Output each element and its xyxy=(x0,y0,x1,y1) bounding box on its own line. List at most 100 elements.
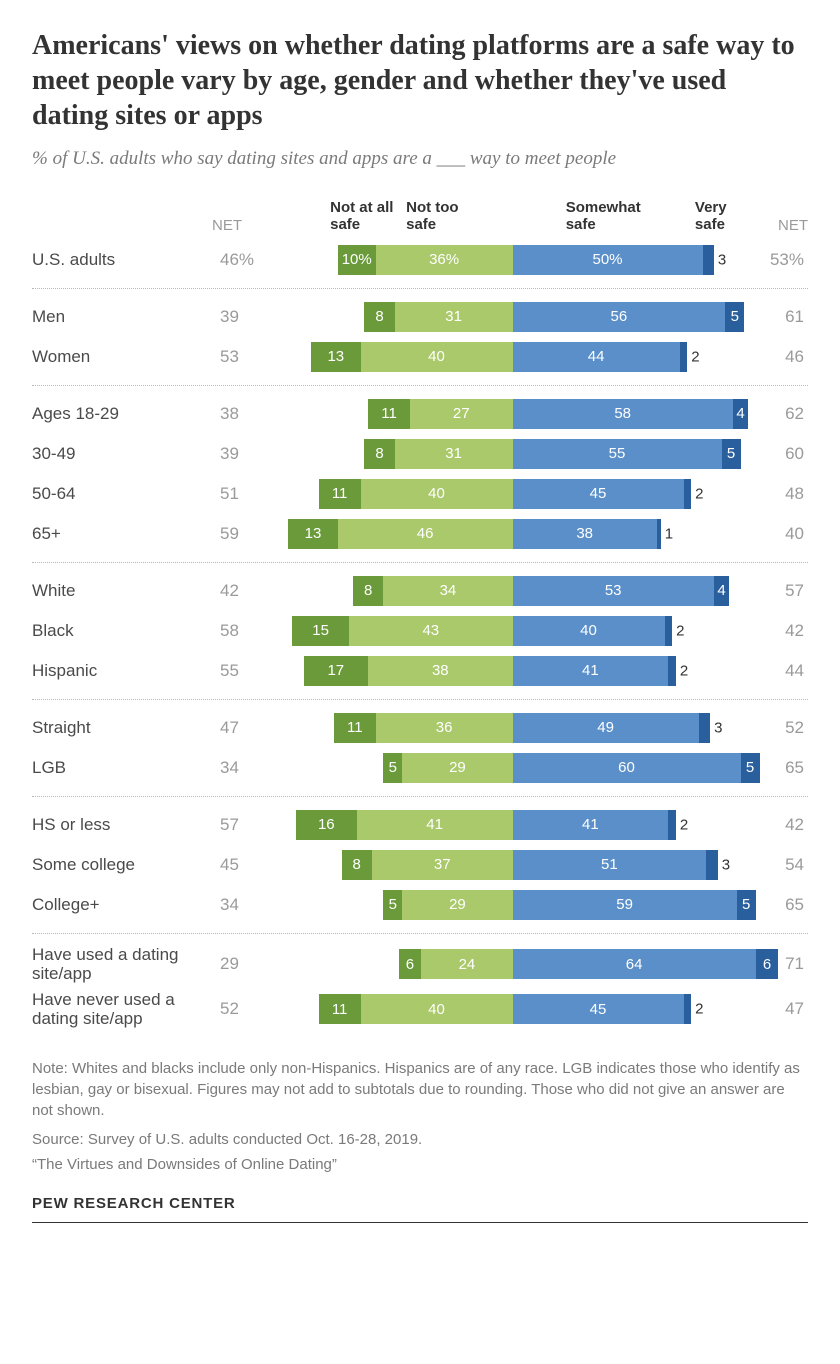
row-label: Hispanic xyxy=(32,661,212,681)
chart-row: White4234853457 xyxy=(32,571,808,611)
bottom-rule xyxy=(32,1222,808,1223)
row-bar-area: 4116412 xyxy=(272,810,753,840)
chart-row: HS or less57411641242 xyxy=(32,805,808,845)
bar-segment: 3 xyxy=(703,245,714,275)
row-net-right: 62 xyxy=(753,404,808,424)
row-net-left: 57 xyxy=(212,815,272,835)
row-label: Women xyxy=(32,347,212,367)
source-text: Source: Survey of U.S. adults conducted … xyxy=(32,1129,808,1150)
row-net-left: 39 xyxy=(212,444,272,464)
row-net-right: 52 xyxy=(753,718,808,738)
row-bar-area: 295605 xyxy=(272,753,753,783)
group-separator xyxy=(32,796,808,797)
bar-segment: 8 xyxy=(353,576,383,606)
bar-segment: 44 xyxy=(513,342,680,372)
column-headers: NET Not at all safeNot too safeSomewhat … xyxy=(32,194,808,234)
bar-segment: 27 xyxy=(410,399,513,429)
bar-segment: 60 xyxy=(513,753,741,783)
bar-segment: 40 xyxy=(513,616,665,646)
bar-segment: 41 xyxy=(357,810,513,840)
bar-segment: 5 xyxy=(741,753,760,783)
bar-segment-label: 2 xyxy=(695,485,703,502)
row-net-right: 47 xyxy=(753,999,808,1019)
row-net-left: 38 xyxy=(212,404,272,424)
bar-segment: 11 xyxy=(319,994,361,1024)
bar-segment: 34 xyxy=(383,576,512,606)
bar-segment: 2 xyxy=(665,616,673,646)
bar-segment: 16 xyxy=(296,810,357,840)
bar-segment: 36% xyxy=(376,245,513,275)
group-separator xyxy=(32,385,808,386)
row-net-right: 42 xyxy=(753,621,808,641)
column-header: Not too safe xyxy=(406,199,490,234)
bar-segment-label: 2 xyxy=(691,348,699,365)
row-bar-area: 36%10%50%3 xyxy=(272,245,753,275)
bar-segment: 56 xyxy=(513,302,726,332)
row-net-left: 52 xyxy=(212,999,272,1019)
bar-segment: 24 xyxy=(421,949,512,979)
bar-segment: 43 xyxy=(349,616,512,646)
row-net-right: 61 xyxy=(753,307,808,327)
chart-row: Men3931856561 xyxy=(32,297,808,337)
row-net-right: 60 xyxy=(753,444,808,464)
bar-segment: 11 xyxy=(334,713,376,743)
bar-segment: 45 xyxy=(513,479,684,509)
bar-segment: 41 xyxy=(513,656,669,686)
row-label: LGB xyxy=(32,758,212,778)
bar-segment: 55 xyxy=(513,439,722,469)
bar-segment: 13 xyxy=(288,519,337,549)
reference-text: “The Virtues and Downsides of Online Dat… xyxy=(32,1154,808,1175)
bar-segment: 10% xyxy=(338,245,376,275)
bar-segment: 4 xyxy=(714,576,729,606)
bar-segment: 11 xyxy=(319,479,361,509)
bar-segment: 2 xyxy=(668,656,676,686)
bar-segment: 17 xyxy=(304,656,369,686)
row-bar-area: 4013442 xyxy=(272,342,753,372)
bar-segment: 8 xyxy=(364,439,394,469)
chart-title: Americans' views on whether dating platf… xyxy=(32,28,808,133)
bar-segment: 6 xyxy=(756,949,779,979)
chart-row: Ages 18-2938271158462 xyxy=(32,394,808,434)
bar-segment: 2 xyxy=(680,342,688,372)
bar-segment: 38 xyxy=(368,656,512,686)
bar-segment: 8 xyxy=(364,302,394,332)
chart-row: 50-6451401145248 xyxy=(32,474,808,514)
row-net-left: 55 xyxy=(212,661,272,681)
bar-segment: 5 xyxy=(725,302,744,332)
column-header: Very safe xyxy=(695,199,748,234)
chart-footer: Note: Whites and blacks include only non… xyxy=(32,1058,808,1175)
brand-attribution: PEW RESEARCH CENTER xyxy=(32,1195,808,1212)
row-label: College+ xyxy=(32,895,212,915)
bar-segment: 6 xyxy=(399,949,422,979)
bar-segment: 31 xyxy=(395,302,513,332)
column-header: Not at all safe xyxy=(330,199,398,234)
row-net-left: 45 xyxy=(212,855,272,875)
bar-segment: 64 xyxy=(513,949,756,979)
bar-segment: 41 xyxy=(513,810,669,840)
bar-segment-label: 1 xyxy=(665,525,673,542)
row-net-right: 65 xyxy=(753,895,808,915)
row-net-left: 53 xyxy=(212,347,272,367)
row-net-right: 46 xyxy=(753,347,808,367)
chart-row: College+3429559565 xyxy=(32,885,808,925)
row-net-right: 57 xyxy=(753,581,808,601)
row-net-left: 58 xyxy=(212,621,272,641)
chart-row: Black58431540242 xyxy=(32,611,808,651)
bar-segment: 2 xyxy=(684,994,692,1024)
bar-segment: 3 xyxy=(699,713,710,743)
bar-segment: 49 xyxy=(513,713,699,743)
row-net-left: 34 xyxy=(212,758,272,778)
row-label: Straight xyxy=(32,718,212,738)
row-bar-area: 4011452 xyxy=(272,479,753,509)
row-net-left: 34 xyxy=(212,895,272,915)
bar-segment: 5 xyxy=(383,753,402,783)
row-bar-area: 246646 xyxy=(272,949,753,979)
bar-segment: 51 xyxy=(513,850,707,880)
bar-segment: 13 xyxy=(311,342,360,372)
bar-segment-label: 2 xyxy=(680,816,688,833)
group-separator xyxy=(32,288,808,289)
bar-segment-label: 2 xyxy=(680,662,688,679)
bar-segment: 4 xyxy=(733,399,748,429)
diverging-bar-chart: NET Not at all safeNot too safeSomewhat … xyxy=(32,194,808,1032)
row-net-right: 42 xyxy=(753,815,808,835)
